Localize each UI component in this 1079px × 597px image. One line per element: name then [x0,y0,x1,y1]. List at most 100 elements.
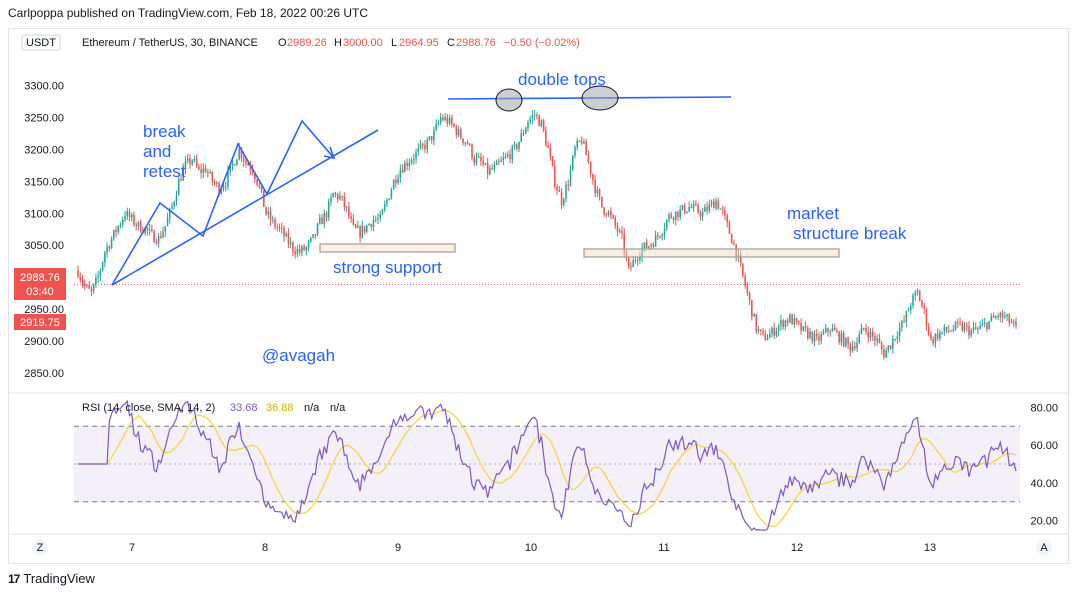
candle-body [598,189,601,197]
candle-body [883,349,885,358]
candle-body [240,148,243,158]
candle-body [851,346,854,352]
candle-body [430,136,433,141]
candle-body [782,320,784,327]
candle-body [627,257,630,267]
annotation-and: and [143,142,171,161]
double-top-circle-1 [495,88,523,112]
candle-body [406,162,408,167]
candle-body [742,263,744,276]
candle-body [876,338,878,341]
price-pane: 3300.00 3250.00 3200.00 3150.00 3100.00 3050.… [14,34,1020,380]
candle-body [370,224,373,228]
candle-body [639,257,641,261]
scale-button-a[interactable] [1036,539,1052,555]
candle-body [865,327,867,333]
price-tick-label: 3300.00 [24,81,64,93]
candle-body [887,345,890,351]
candle-body [786,320,789,323]
candle-body [820,334,823,341]
candle-body [491,168,493,170]
candle-body [822,332,825,335]
candle-body [992,316,995,318]
candle-body [560,191,563,205]
candle-body [318,217,321,224]
candle-body [446,117,449,124]
candle-body [146,227,149,231]
candle-body [531,115,534,119]
candle-body [607,211,610,216]
rsi-tick-label: 20.00 [1030,516,1058,528]
candle-body [229,165,232,172]
candle-body [807,328,809,338]
candle-body [289,242,292,244]
candle-body [905,311,908,322]
candle-body [748,293,751,301]
candle-body [133,214,135,225]
candle-body [305,247,308,251]
candle-body [166,218,169,227]
candle-body [314,234,317,236]
time-tick-label: 12 [791,542,803,554]
candle-body [735,244,737,258]
candle-body [498,161,500,163]
candle-body [643,242,646,248]
candle-body [448,117,451,124]
candle-body [867,332,870,339]
candle-body [529,118,531,123]
candle-body [126,211,129,217]
candle-body [688,206,690,212]
candle-body [755,314,758,332]
ohlc-close-label: C [447,37,455,49]
candle-body [198,166,200,170]
candle-body [339,195,341,200]
candle-body [307,241,310,248]
scale-button-z[interactable] [32,539,48,555]
candle-body [874,336,876,341]
candle-body [247,163,249,166]
ohlc-low-label: L [391,37,397,49]
watermark-avagah: @avagah [262,346,335,365]
candle-body [301,246,303,253]
candle-body [119,224,122,226]
candle-body [836,330,838,332]
price-tick-label: 3200.00 [24,145,64,157]
currency-button[interactable] [21,34,61,51]
tradingview-logo: 17 [8,571,20,586]
candle-body [453,123,455,127]
candle-body [601,196,603,208]
candle-body [802,326,805,331]
candle-body [963,325,966,331]
candle-body [386,200,388,205]
candle-body [551,156,554,166]
candle-body [977,328,979,330]
candle-body [757,329,760,332]
candle-body [381,209,384,215]
candle-body [677,211,679,218]
break-retest-drawing [111,119,379,286]
candle-body [536,114,538,116]
candle-body [137,221,140,226]
candle-body [413,158,415,161]
candle-body [507,154,509,156]
candle-body [838,331,840,343]
candle-body [182,168,185,181]
current-price-label: 2988.76 [20,272,60,284]
tradingview-brand: TradingView [23,571,95,586]
candle-body [556,186,558,191]
candle-body [280,227,283,229]
candle-body [948,330,950,332]
candle-body [914,292,917,296]
footer: 17 TradingView [8,571,95,586]
candle-body [576,140,579,148]
candle-body [236,159,238,166]
candle-body [697,205,699,213]
rsi-tick-label: 60.00 [1030,440,1058,452]
candle-body [515,144,518,149]
candle-body [773,327,776,336]
candle-body [927,326,930,335]
candle-body [791,314,793,325]
chart-frame [8,28,1069,564]
rsi-band [74,426,1020,502]
